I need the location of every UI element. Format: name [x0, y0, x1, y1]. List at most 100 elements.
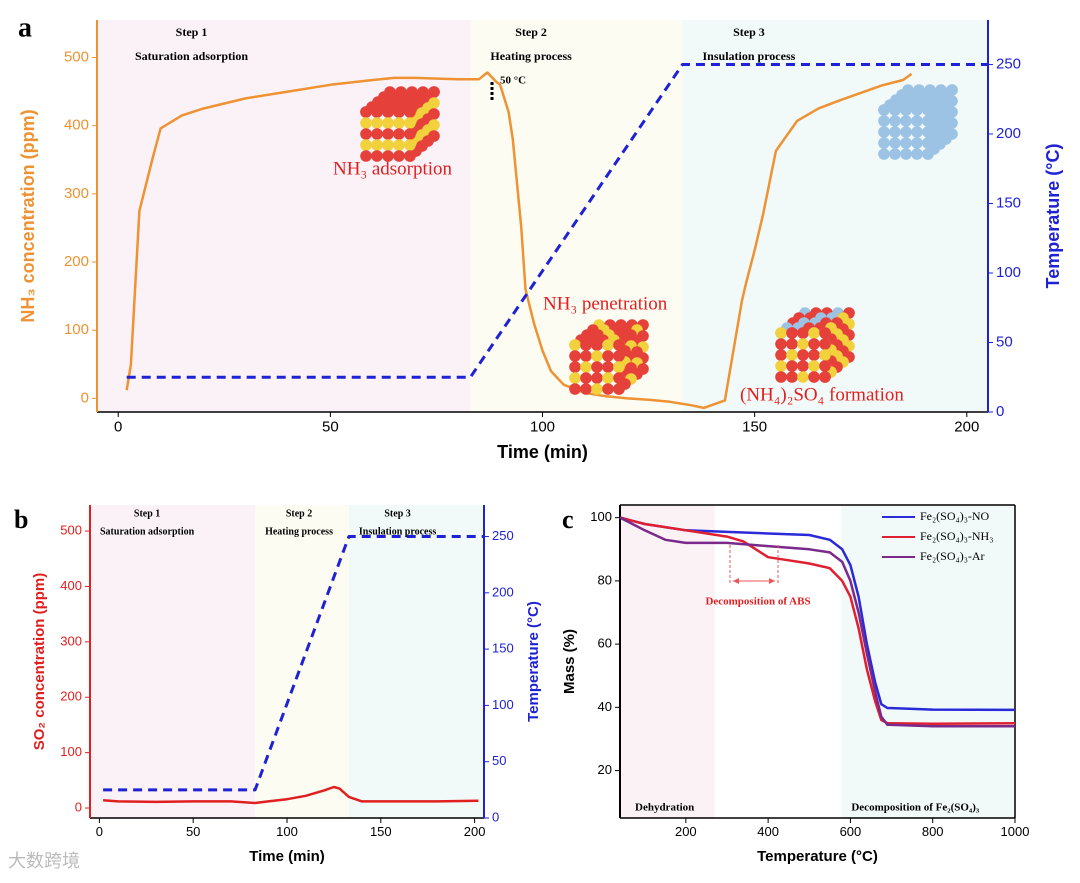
- annotation: 50 °C: [500, 75, 526, 87]
- y-tick-label: 0: [75, 799, 82, 814]
- atom: [889, 137, 901, 149]
- annotation: NH₃ penetration: [543, 293, 668, 314]
- x-tick-label: 100: [276, 824, 298, 839]
- atom: [404, 128, 416, 140]
- x-tick-label: 50: [322, 418, 339, 435]
- atom: [371, 150, 383, 162]
- atom: [591, 339, 603, 351]
- atom: [580, 383, 592, 395]
- y2-tick-label: 50: [996, 333, 1013, 350]
- y2-tick-label: 150: [492, 641, 514, 656]
- region: [620, 505, 715, 818]
- atom: [819, 349, 831, 361]
- atom: [819, 360, 831, 372]
- y-tick-label: 500: [64, 48, 89, 65]
- x-tick-label: 1000: [1001, 824, 1030, 839]
- y-tick-label: 100: [64, 321, 89, 338]
- y-tick-label: 60: [598, 636, 612, 651]
- x-tick-label: 150: [370, 824, 392, 839]
- atom: [602, 361, 614, 373]
- y2-tick-label: 0: [996, 403, 1004, 420]
- atom: [580, 350, 592, 362]
- atom: [602, 383, 614, 395]
- y-tick-label: 300: [60, 633, 82, 648]
- atom: [878, 104, 890, 116]
- y2-axis-title: Temperature (°C): [525, 601, 542, 722]
- atom: [922, 115, 934, 127]
- watermark: 大数跨境: [8, 851, 80, 871]
- atom: [613, 383, 625, 395]
- atom: [911, 126, 923, 138]
- atom: [922, 148, 934, 160]
- atom: [878, 148, 890, 160]
- region-sublabel: Insulation process: [359, 526, 436, 537]
- cube-illustration: [569, 319, 649, 395]
- atom: [786, 338, 798, 350]
- atom: [591, 350, 603, 362]
- y2-tick-label: 0: [492, 809, 499, 824]
- region-label: Decomposition of Fe₂(SO₄)₃: [851, 802, 980, 814]
- plots: Saturation adsorption Step 1 Heating proce…: [14, 12, 1063, 865]
- x-tick-label: 0: [114, 418, 122, 435]
- atom: [775, 360, 787, 372]
- atom: [911, 137, 923, 149]
- atom: [900, 148, 912, 160]
- atom: [613, 361, 625, 373]
- y2-tick-label: 100: [996, 264, 1021, 281]
- atom: [393, 128, 405, 140]
- atom: [591, 372, 603, 384]
- y2-tick-label: 250: [492, 528, 514, 543]
- atom: [819, 338, 831, 350]
- y-axis-title: Mass (%): [561, 629, 578, 694]
- x-tick-label: 50: [186, 824, 200, 839]
- atom: [775, 349, 787, 361]
- atom: [382, 150, 394, 162]
- atom: [786, 360, 798, 372]
- region-sublabel: Heating process: [265, 526, 333, 537]
- x-tick-label: 200: [675, 824, 697, 839]
- atom: [808, 360, 820, 372]
- x-axis-title: Time (min): [249, 848, 325, 865]
- atom: [878, 115, 890, 127]
- region-label: Dehydration: [635, 802, 694, 814]
- series-line: [103, 785, 479, 805]
- y2-tick-label: 150: [996, 194, 1021, 211]
- y-axis-title: NH₃ concentration (ppm): [18, 109, 38, 322]
- cube-illustration: [878, 84, 958, 160]
- atom: [580, 339, 592, 351]
- y-tick-label: 400: [60, 578, 82, 593]
- atom: [569, 372, 581, 384]
- atom: [591, 361, 603, 373]
- y2-axis-title: Temperature (°C): [1043, 144, 1063, 289]
- region-label: Step 1: [134, 508, 160, 519]
- atom: [404, 139, 416, 151]
- atom: [889, 115, 901, 127]
- atom: [900, 104, 912, 116]
- atom: [393, 150, 405, 162]
- atom: [569, 361, 581, 373]
- atom: [922, 104, 934, 116]
- atom: [569, 339, 581, 351]
- atom: [786, 349, 798, 361]
- x-tick-label: 400: [757, 824, 779, 839]
- atom: [900, 137, 912, 149]
- annotation: (NH₄)₂SO₄ formation: [740, 384, 904, 405]
- atom: [797, 360, 809, 372]
- atom: [569, 383, 581, 395]
- atom: [371, 139, 383, 151]
- region-label: Step 2: [515, 25, 547, 39]
- region-sublabel: Saturation adsorption: [135, 49, 248, 63]
- x-tick-label: 600: [840, 824, 862, 839]
- series-line: [619, 516, 1015, 728]
- atom: [797, 327, 809, 339]
- atom: [878, 137, 890, 149]
- atom: [900, 126, 912, 138]
- y-tick-label: 20: [598, 762, 612, 777]
- y-tick-label: 200: [64, 253, 89, 270]
- atom: [602, 350, 614, 362]
- atom: [808, 327, 820, 339]
- series-line: [619, 516, 1016, 726]
- atom: [360, 139, 372, 151]
- atom: [911, 115, 923, 127]
- y-tick-label: 100: [590, 509, 612, 524]
